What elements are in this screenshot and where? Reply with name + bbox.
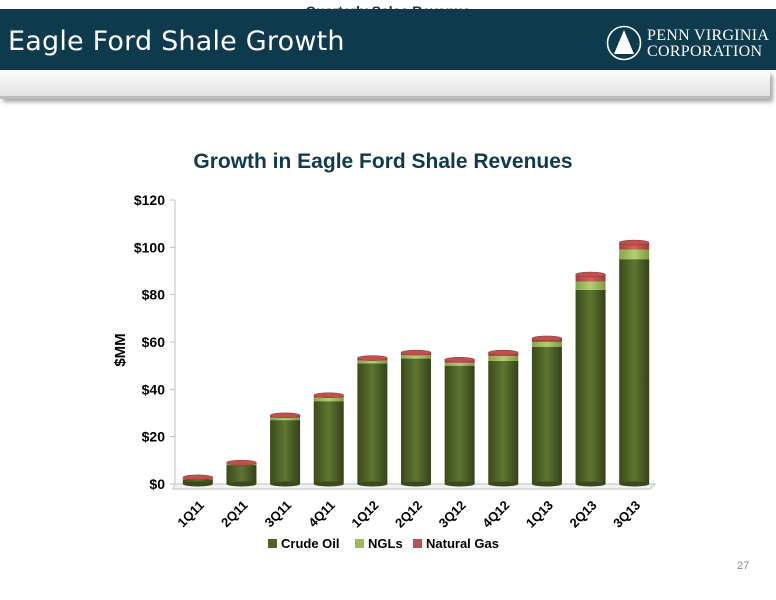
bar-ngls (531, 342, 562, 347)
legend-label: NGLs (368, 536, 403, 551)
bar-top-cap (531, 335, 563, 342)
y-tick-label: $100 (134, 239, 165, 255)
page-number: 27 (737, 560, 750, 572)
bar-base-cap (313, 481, 344, 487)
bar-crude-oil (313, 401, 344, 484)
bar-top-cap (269, 412, 301, 419)
x-tick-label: 4Q12 (479, 498, 512, 531)
page-title: Eagle Ford Shale Growth (8, 26, 345, 57)
bar-base-cap (619, 481, 650, 487)
y-tick-label: $120 (134, 192, 165, 208)
bar-top-cap (226, 459, 257, 466)
bar-base-cap (444, 481, 475, 487)
bar-ngls (444, 362, 475, 366)
y-axis-label: $MM (112, 333, 129, 366)
revenue-chart: Growth in Eagle Ford Shale Revenues $MM … (112, 150, 657, 551)
bar-base-cap (401, 481, 431, 487)
bar-ngls (401, 355, 431, 359)
bar-ngls (488, 356, 519, 361)
legend-label: Crude Oil (281, 536, 340, 551)
x-tick-label: 2Q11 (218, 498, 251, 531)
logo-line1: PENN VIRGINIA (647, 27, 770, 44)
bar-crude-oil (270, 420, 301, 484)
bar-crude-oil (575, 289, 606, 484)
x-tick-label: 4Q11 (305, 498, 338, 531)
bar-base-cap (488, 481, 519, 487)
legend-swatch (268, 539, 277, 548)
bar-ngls (357, 360, 388, 364)
bar-base-cap (226, 481, 257, 487)
x-tick-label: 2Q13 (567, 498, 600, 531)
bar-crude-oil (401, 358, 431, 484)
bar-top-cap (618, 239, 650, 246)
bar-ngls (270, 417, 301, 421)
bar-crude-oil (531, 346, 562, 484)
bar-crude-oil (226, 465, 257, 484)
x-tick-label: 1Q12 (348, 498, 381, 531)
bar-base-cap (575, 481, 606, 487)
bar-base-cap (531, 481, 562, 487)
bar-ngls (575, 281, 606, 290)
y-tick-label: $20 (142, 429, 166, 445)
bar-top-cap (488, 349, 519, 356)
bar-crude-oil (444, 365, 475, 484)
y-tick-label: $0 (149, 476, 165, 492)
bar-natural-gas (575, 274, 606, 282)
bar-top-cap (313, 392, 344, 398)
company-logo: PENN VIRGINIA CORPORATION (606, 25, 771, 63)
y-tick-label: $80 (142, 287, 166, 303)
x-tick-label: 1Q13 (523, 498, 556, 531)
x-tick-label: 3Q12 (436, 498, 469, 531)
bar-base-cap (182, 481, 213, 487)
bar-base-cap (270, 481, 301, 487)
legend-swatch (413, 539, 422, 548)
chart-title: Growth in Eagle Ford Shale Revenues (193, 150, 572, 173)
bar-top-cap (575, 271, 606, 278)
bar-crude-oil (619, 259, 650, 484)
subheader-bar (0, 72, 770, 99)
y-tick-label: $40 (142, 381, 166, 397)
bar-top-cap (357, 355, 388, 361)
bar-crude-oil (488, 360, 519, 484)
x-tick-label: 3Q13 (610, 498, 643, 531)
logo-emblem-icon (606, 25, 642, 61)
x-tick-label: 2Q12 (392, 498, 425, 531)
bar-natural-gas (619, 242, 650, 250)
bar-top-cap (400, 349, 432, 356)
bar-base-cap (357, 481, 388, 487)
subheader-label: Quarterly Sales Revenue (305, 3, 471, 19)
legend-swatch (355, 539, 364, 548)
legend-label: Natural Gas (426, 536, 499, 551)
bar-ngls (313, 397, 344, 402)
logo-line2: CORPORATION (647, 43, 763, 60)
bar-top-cap (182, 474, 214, 481)
header-bar (0, 9, 776, 70)
bar-crude-oil (357, 363, 388, 484)
x-tick-label: 1Q11 (174, 498, 207, 531)
y-tick-label: $60 (142, 334, 166, 350)
bar-top-cap (444, 357, 475, 363)
x-tick-label: 3Q11 (262, 498, 295, 531)
bar-ngls (619, 249, 650, 260)
